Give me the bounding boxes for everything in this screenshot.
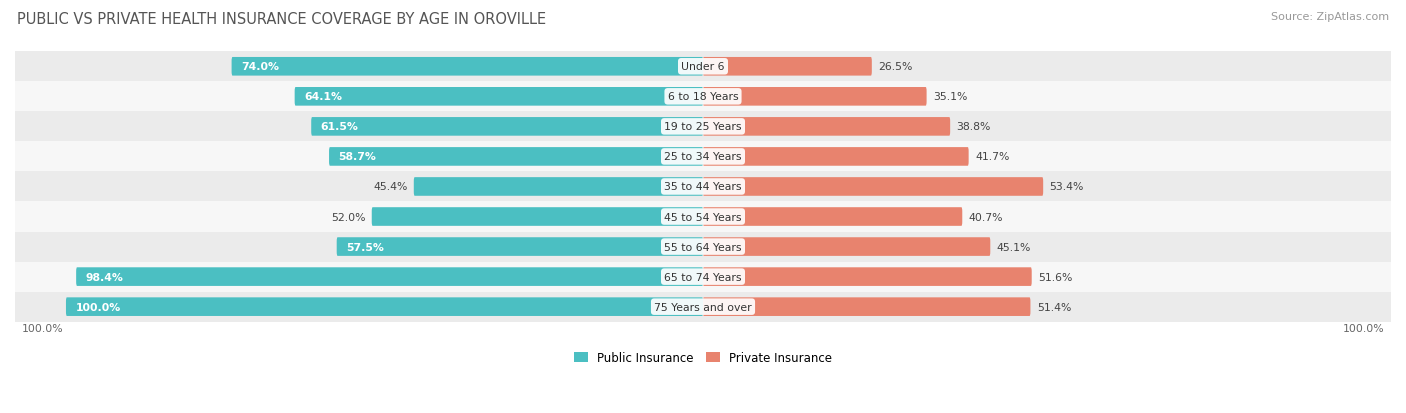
Text: 45.4%: 45.4% — [373, 182, 408, 192]
FancyBboxPatch shape — [703, 178, 1043, 196]
Text: 64.1%: 64.1% — [304, 92, 342, 102]
FancyBboxPatch shape — [329, 148, 703, 166]
Text: Under 6: Under 6 — [682, 62, 724, 72]
FancyBboxPatch shape — [15, 52, 1391, 82]
FancyBboxPatch shape — [15, 172, 1391, 202]
FancyBboxPatch shape — [15, 202, 1391, 232]
Text: 57.5%: 57.5% — [346, 242, 384, 252]
Text: 61.5%: 61.5% — [321, 122, 359, 132]
Text: 45 to 54 Years: 45 to 54 Years — [664, 212, 742, 222]
FancyBboxPatch shape — [15, 262, 1391, 292]
FancyBboxPatch shape — [703, 88, 927, 107]
FancyBboxPatch shape — [15, 112, 1391, 142]
FancyBboxPatch shape — [703, 268, 1032, 286]
Text: 100.0%: 100.0% — [1343, 323, 1385, 333]
FancyBboxPatch shape — [311, 118, 703, 136]
Text: 35 to 44 Years: 35 to 44 Years — [664, 182, 742, 192]
Text: 25 to 34 Years: 25 to 34 Years — [664, 152, 742, 162]
Text: 52.0%: 52.0% — [330, 212, 366, 222]
FancyBboxPatch shape — [15, 232, 1391, 262]
FancyBboxPatch shape — [76, 268, 703, 286]
Text: 98.4%: 98.4% — [86, 272, 124, 282]
FancyBboxPatch shape — [703, 118, 950, 136]
FancyBboxPatch shape — [15, 292, 1391, 322]
FancyBboxPatch shape — [371, 208, 703, 226]
FancyBboxPatch shape — [703, 237, 990, 256]
Text: 53.4%: 53.4% — [1049, 182, 1084, 192]
Legend: Public Insurance, Private Insurance: Public Insurance, Private Insurance — [574, 351, 832, 365]
Text: 41.7%: 41.7% — [974, 152, 1010, 162]
Text: 38.8%: 38.8% — [956, 122, 991, 132]
Text: 45.1%: 45.1% — [997, 242, 1031, 252]
Text: 75 Years and over: 75 Years and over — [654, 302, 752, 312]
Text: 26.5%: 26.5% — [879, 62, 912, 72]
Text: 51.6%: 51.6% — [1038, 272, 1073, 282]
Text: 74.0%: 74.0% — [242, 62, 280, 72]
FancyBboxPatch shape — [15, 82, 1391, 112]
Text: 65 to 74 Years: 65 to 74 Years — [664, 272, 742, 282]
Text: 19 to 25 Years: 19 to 25 Years — [664, 122, 742, 132]
FancyBboxPatch shape — [413, 178, 703, 196]
FancyBboxPatch shape — [703, 298, 1031, 316]
FancyBboxPatch shape — [703, 208, 962, 226]
FancyBboxPatch shape — [336, 237, 703, 256]
Text: PUBLIC VS PRIVATE HEALTH INSURANCE COVERAGE BY AGE IN OROVILLE: PUBLIC VS PRIVATE HEALTH INSURANCE COVER… — [17, 12, 546, 27]
Text: Source: ZipAtlas.com: Source: ZipAtlas.com — [1271, 12, 1389, 22]
Text: 51.4%: 51.4% — [1036, 302, 1071, 312]
Text: 55 to 64 Years: 55 to 64 Years — [664, 242, 742, 252]
Text: 100.0%: 100.0% — [21, 323, 63, 333]
Text: 58.7%: 58.7% — [339, 152, 377, 162]
Text: 35.1%: 35.1% — [934, 92, 967, 102]
FancyBboxPatch shape — [703, 58, 872, 76]
Text: 40.7%: 40.7% — [969, 212, 1002, 222]
FancyBboxPatch shape — [15, 142, 1391, 172]
FancyBboxPatch shape — [66, 298, 703, 316]
Text: 6 to 18 Years: 6 to 18 Years — [668, 92, 738, 102]
FancyBboxPatch shape — [703, 148, 969, 166]
Text: 100.0%: 100.0% — [76, 302, 121, 312]
FancyBboxPatch shape — [295, 88, 703, 107]
FancyBboxPatch shape — [232, 58, 703, 76]
